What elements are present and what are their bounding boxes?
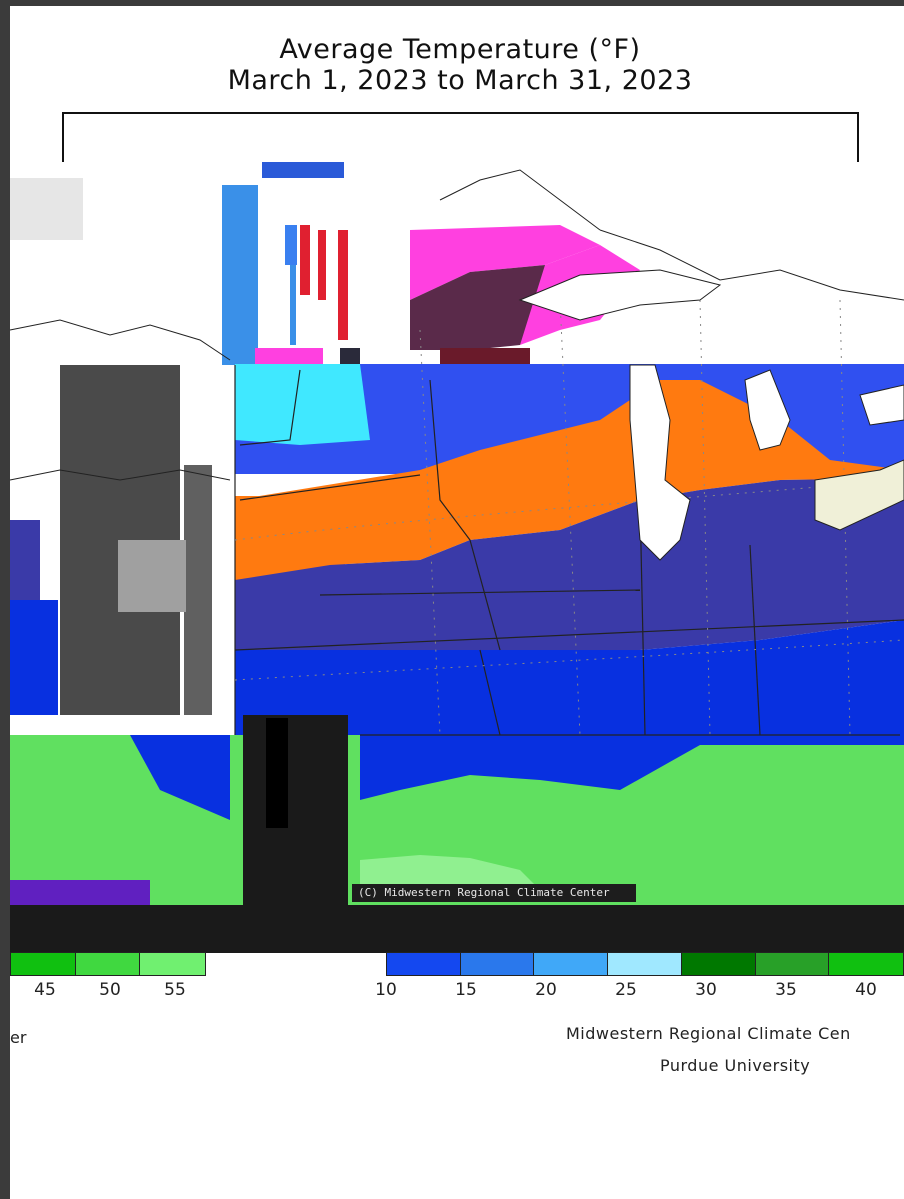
map-title-line2: March 1, 2023 to March 31, 2023 bbox=[227, 65, 693, 96]
zone-stripe-2 bbox=[300, 225, 310, 295]
legend-swatch bbox=[681, 953, 756, 975]
zone-black-stripe bbox=[266, 718, 288, 828]
legend-tick-label: 25 bbox=[615, 980, 637, 1000]
zone-slate-blue bbox=[235, 478, 904, 650]
legend-tick-label: 30 bbox=[695, 980, 717, 1000]
legend-tick-label: 45 bbox=[34, 980, 56, 1000]
zone-stripe-4 bbox=[338, 230, 348, 340]
legend-swatch bbox=[608, 953, 682, 975]
legend-swatch bbox=[534, 953, 609, 975]
zone-dark-strip bbox=[340, 348, 360, 364]
map-title-line1: Average Temperature (°F) bbox=[279, 34, 641, 65]
legend-tick-label: 35 bbox=[775, 980, 797, 1000]
legend-swatch bbox=[829, 953, 903, 975]
top-edge-strip bbox=[10, 0, 904, 6]
legend-bar-left bbox=[10, 952, 206, 976]
zone-orange bbox=[235, 380, 904, 580]
legend-bar-right bbox=[386, 952, 904, 976]
zone-magenta bbox=[410, 225, 600, 300]
coastlines bbox=[9, 169, 904, 481]
zone-deep-blue bbox=[235, 620, 904, 735]
legend-swatch bbox=[387, 953, 461, 975]
zone-stripe-1 bbox=[285, 225, 297, 265]
legend-tick-label: 10 bbox=[375, 980, 397, 1000]
footer-organization: Midwestern Regional Climate Cen bbox=[566, 1024, 851, 1043]
left-edge-strip bbox=[0, 0, 10, 1199]
zone-slate-left bbox=[10, 520, 40, 600]
zone-cyan bbox=[235, 364, 370, 445]
zone-blue-south-left bbox=[130, 735, 230, 820]
zone-deep-blue-south bbox=[360, 735, 904, 800]
legend-swatch bbox=[11, 953, 76, 975]
lake-superior bbox=[518, 269, 722, 321]
legend-swatch bbox=[75, 953, 141, 975]
legend-tick-label: 50 bbox=[99, 980, 121, 1000]
lake-michigan bbox=[629, 364, 691, 561]
legend-swatch bbox=[460, 953, 535, 975]
map-title: Average Temperature (°F) March 1, 2023 t… bbox=[150, 34, 770, 96]
zone-blue-column bbox=[222, 185, 258, 365]
lake-huron bbox=[744, 369, 791, 451]
zone-gray-dark-2 bbox=[184, 465, 212, 715]
zone-stripe-5 bbox=[290, 265, 296, 345]
map-credit: (C) Midwestern Regional Climate Center bbox=[352, 884, 636, 902]
legend-swatch bbox=[140, 953, 205, 975]
zone-black-base bbox=[10, 905, 904, 953]
zone-green-south-bulge bbox=[360, 855, 540, 890]
lake-ontario bbox=[859, 384, 904, 426]
lake-erie bbox=[814, 459, 904, 531]
legend-swatch bbox=[755, 953, 830, 975]
footer-left-fragment: er bbox=[10, 1028, 27, 1047]
legend-tick-label: 20 bbox=[535, 980, 557, 1000]
footer-university: Purdue University bbox=[660, 1056, 811, 1075]
zone-blue-left bbox=[10, 600, 58, 715]
map-frame bbox=[62, 112, 859, 162]
legend-tick-label: 15 bbox=[455, 980, 477, 1000]
zone-maroon-strip bbox=[440, 348, 530, 364]
zone-gray-light bbox=[118, 540, 186, 612]
zone-magenta-strip bbox=[255, 348, 323, 364]
zone-violet-left bbox=[10, 880, 150, 905]
legend-tick-label: 40 bbox=[855, 980, 877, 1000]
zone-maroon bbox=[410, 265, 560, 350]
zone-stripe-3 bbox=[318, 230, 326, 300]
zone-gray-block-left bbox=[10, 178, 83, 240]
zone-blue-bar-top bbox=[262, 162, 344, 178]
legend-tick-label: 55 bbox=[164, 980, 186, 1000]
